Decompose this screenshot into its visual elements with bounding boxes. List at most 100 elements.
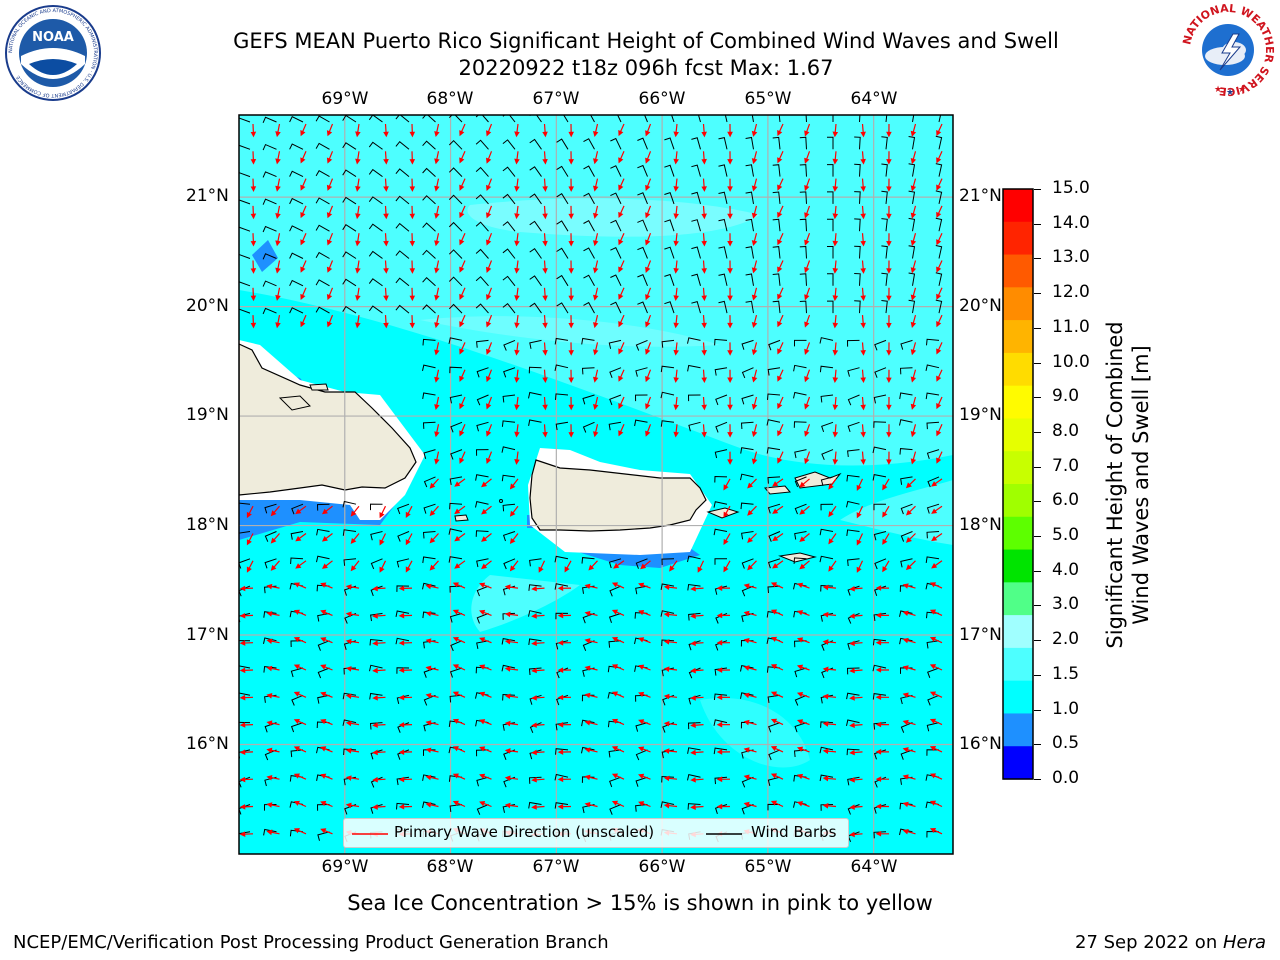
wave-arrow — [584, 774, 598, 781]
wind-barb — [289, 143, 304, 150]
wave-arrow — [910, 314, 917, 328]
wind-barb — [767, 503, 781, 514]
wave-arrow — [557, 749, 572, 755]
wave-arrow — [250, 287, 257, 302]
noaa-logo: NOAA NATIONAL OCEANIC AND ATMOSPHERIC AD… — [5, 5, 101, 101]
wind-barb — [874, 339, 887, 351]
wind-barb — [291, 694, 304, 706]
wave-arrow — [770, 800, 784, 808]
wave-arrow — [618, 424, 625, 437]
wind-barb — [794, 449, 807, 459]
wind-barb — [343, 558, 357, 566]
wind-barb — [370, 558, 383, 570]
colorbar-tick-mark — [1034, 744, 1041, 746]
wind-barb — [291, 503, 304, 515]
wind-barb — [772, 136, 781, 150]
wave-arrow — [486, 123, 493, 137]
wave-arrow — [723, 478, 731, 491]
wave-arrow — [701, 260, 707, 274]
wave-arrow — [860, 205, 866, 220]
wind-barb — [745, 300, 754, 314]
wind-barb — [908, 136, 916, 150]
wave-arrow — [772, 478, 784, 487]
wind-barb — [609, 804, 622, 815]
wave-arrow — [796, 610, 810, 616]
colorbar-label: Significant Height of Combined Wind Wave… — [1102, 321, 1154, 648]
colorbar-band — [1003, 647, 1033, 682]
wave-arrow — [239, 640, 254, 646]
colorbar-tick-mark — [1034, 501, 1041, 503]
wave-arrow — [770, 691, 784, 698]
wave-arrow — [266, 747, 280, 754]
wave-arrow — [618, 178, 625, 191]
wave-arrow — [479, 801, 492, 808]
wave-arrow — [350, 560, 360, 572]
wave-arrow — [398, 749, 413, 755]
sea-ice-note: Sea Ice Concentration > 15% is shown in … — [347, 891, 933, 915]
wave-arrow — [875, 776, 890, 782]
wave-arrow — [568, 424, 574, 438]
wind-barb — [926, 449, 940, 460]
wind-barb — [766, 447, 781, 454]
wave-arrow — [239, 831, 254, 837]
wave-arrow — [638, 610, 651, 616]
wave-arrow — [275, 151, 281, 165]
wave-arrow — [481, 478, 492, 488]
wave-arrow — [568, 315, 574, 329]
wave-arrow — [486, 151, 493, 164]
wave-arrow — [849, 613, 863, 619]
wind-barb — [289, 307, 304, 314]
wind-barb — [819, 555, 834, 563]
wave-arrow — [320, 664, 333, 671]
lon-label-top: 64°W — [850, 89, 898, 109]
wind-barb — [448, 167, 463, 177]
wind-barb — [794, 694, 807, 706]
wind-barb — [846, 667, 860, 675]
wave-arrow — [910, 396, 917, 410]
wave-arrow — [743, 610, 757, 617]
wind-barb — [713, 501, 728, 508]
wind-barb — [827, 164, 834, 177]
wind-barb — [873, 531, 887, 541]
wind-barb — [687, 337, 701, 344]
land-cayo — [309, 383, 329, 391]
wind-barb — [422, 774, 436, 781]
wave-arrow — [770, 718, 784, 726]
wave-arrow — [770, 664, 784, 671]
wind-barb — [475, 139, 489, 150]
wind-barb — [854, 245, 861, 259]
wind-barb — [423, 667, 436, 678]
land-hispaniola — [239, 343, 417, 496]
wind-barb — [422, 222, 436, 232]
wave-arrow — [663, 639, 678, 645]
wave-arrow — [250, 233, 257, 247]
wave-arrow — [514, 369, 520, 383]
wind-barb — [529, 558, 542, 567]
colorbar-band — [1003, 320, 1033, 354]
wave-arrow — [822, 802, 837, 809]
wind-barb — [899, 448, 913, 455]
wind-barb — [290, 722, 304, 733]
wind-barb — [317, 612, 330, 622]
wind-barb — [501, 638, 516, 645]
wave-arrow — [250, 260, 257, 274]
wave-arrow — [452, 664, 466, 671]
wave-arrow — [592, 424, 599, 438]
wind-barb — [582, 421, 595, 433]
wave-arrow — [875, 667, 890, 673]
lat-label-left: 20°N — [186, 296, 229, 316]
wave-arrow — [584, 665, 598, 671]
wave-arrow — [929, 800, 943, 808]
colorbar-tick-label: 12.0 — [1052, 282, 1090, 303]
wind-barb — [449, 394, 463, 404]
wind-barb — [885, 115, 888, 123]
wind-barb — [449, 476, 463, 485]
wind-barb — [608, 612, 622, 623]
wave-arrow — [320, 582, 333, 589]
wind-barb — [741, 394, 754, 405]
wave-arrow — [751, 151, 758, 165]
wave-arrow — [293, 609, 307, 616]
wind-barb — [342, 278, 357, 287]
wind-barb — [718, 218, 728, 232]
wind-barb — [697, 115, 701, 123]
